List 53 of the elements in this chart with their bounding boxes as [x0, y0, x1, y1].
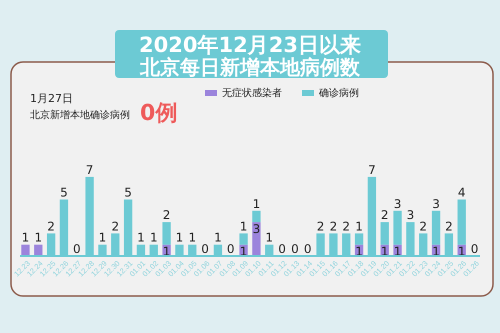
data-label: 7 — [86, 162, 94, 177]
bar — [34, 244, 42, 256]
data-label: 7 — [368, 162, 376, 177]
text: 北京新增本地确诊病例 — [30, 109, 130, 121]
data-label: 0 — [291, 242, 299, 256]
data-label: 1 — [34, 230, 42, 245]
data-label: 0 — [278, 242, 286, 256]
data-label: 1 — [355, 219, 363, 234]
data-label: 2 — [380, 208, 389, 222]
data-label: 0 — [470, 242, 478, 256]
data-label: 1 — [137, 230, 145, 245]
data-label: 3 — [432, 196, 440, 211]
data-label: 5 — [60, 186, 68, 200]
data-label: 1 — [214, 230, 222, 245]
data-label: 2 — [47, 219, 55, 234]
chart-subtitle: 北京每日新增本地病例数 — [139, 55, 361, 79]
data-label: 3 — [252, 222, 260, 236]
data-label: 1 — [176, 230, 184, 245]
data-label: 1 — [240, 219, 248, 234]
bar — [354, 233, 364, 245]
data-label: 2 — [316, 219, 324, 234]
data-label: 1 — [188, 230, 196, 245]
data-label: 0 — [226, 242, 235, 256]
data-label: 3 — [406, 208, 414, 222]
bar — [458, 200, 466, 245]
data-label: 0 — [304, 242, 312, 256]
data-label: 2 — [342, 219, 350, 234]
bar — [432, 210, 440, 245]
bar — [393, 210, 402, 245]
text: 1月27日 — [30, 92, 73, 105]
chart-title: 2020年12月23日以来 — [139, 33, 361, 57]
data-label: 2 — [419, 219, 428, 234]
legend-label: 无症状感染者 — [222, 87, 282, 99]
data-label: 2 — [162, 208, 170, 222]
data-label: 1 — [98, 230, 106, 245]
data-label: 1 — [252, 196, 260, 211]
data-label: 2 — [330, 219, 338, 234]
data-label: 2 — [111, 219, 120, 234]
data-label: 1 — [265, 230, 274, 245]
data-label: 1 — [150, 230, 158, 245]
legend-label: 确诊病例 — [318, 87, 359, 99]
data-label: 0 — [201, 242, 209, 256]
text: 0例 — [140, 101, 178, 126]
data-label: 4 — [458, 186, 466, 200]
bar — [239, 233, 248, 245]
data-label: 3 — [394, 196, 402, 211]
data-label: 0 — [72, 242, 81, 256]
bar — [162, 222, 171, 245]
data-label: 2 — [445, 219, 453, 234]
data-label: 5 — [124, 186, 132, 200]
data-label: 1 — [22, 230, 30, 245]
bar — [380, 222, 389, 245]
bar — [252, 210, 261, 222]
